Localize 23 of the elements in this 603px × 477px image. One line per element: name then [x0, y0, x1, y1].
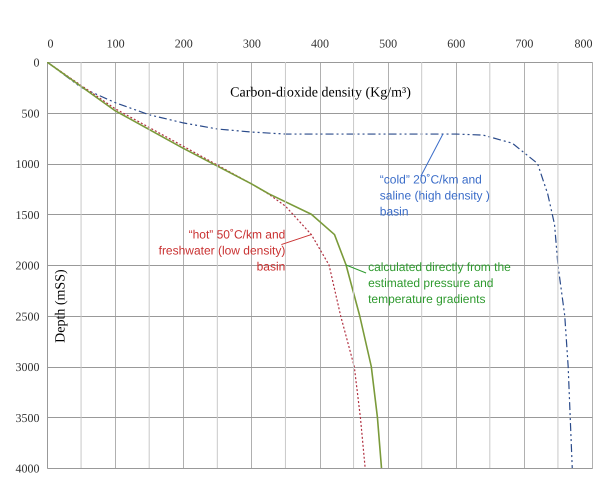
y-tick-label: 3000: [16, 360, 40, 374]
annotation: calculated directly from the estimated pressure and temperature gradients: [368, 260, 512, 306]
annotation: “hot” 50˚C/km and freshwater (low density) basin: [158, 228, 286, 274]
y-tick-label: 1000: [16, 157, 40, 171]
y-tick-label: 1500: [16, 208, 40, 222]
y-tick-label: 2500: [16, 309, 40, 324]
y-tick-label: 3500: [16, 410, 40, 425]
y-tick-label: 2000: [16, 258, 40, 272]
x-axis-title: Carbon-dioxide density (Kg/m³): [230, 86, 412, 100]
x-tick-label: 500: [379, 36, 398, 50]
x-tick-label: 100: [106, 36, 125, 50]
x-tick-label: 400: [311, 36, 329, 50]
x-tick-label: 700: [515, 36, 534, 50]
y-tick-label: 0: [34, 56, 40, 70]
x-tick-label: 600: [447, 36, 466, 50]
x-tick-label: 300: [242, 36, 261, 50]
x-tick-label: 0: [48, 36, 54, 50]
y-tick-label: 4000: [16, 462, 40, 476]
annotation: “cold” 20˚C/km and saline (high density ) basin: [380, 172, 490, 218]
x-tick-label: 200: [174, 36, 193, 50]
y-tick-label: 500: [22, 106, 40, 120]
x-tick-label: 800: [574, 36, 592, 50]
y-axis-title: Depth (mSS): [54, 269, 68, 343]
